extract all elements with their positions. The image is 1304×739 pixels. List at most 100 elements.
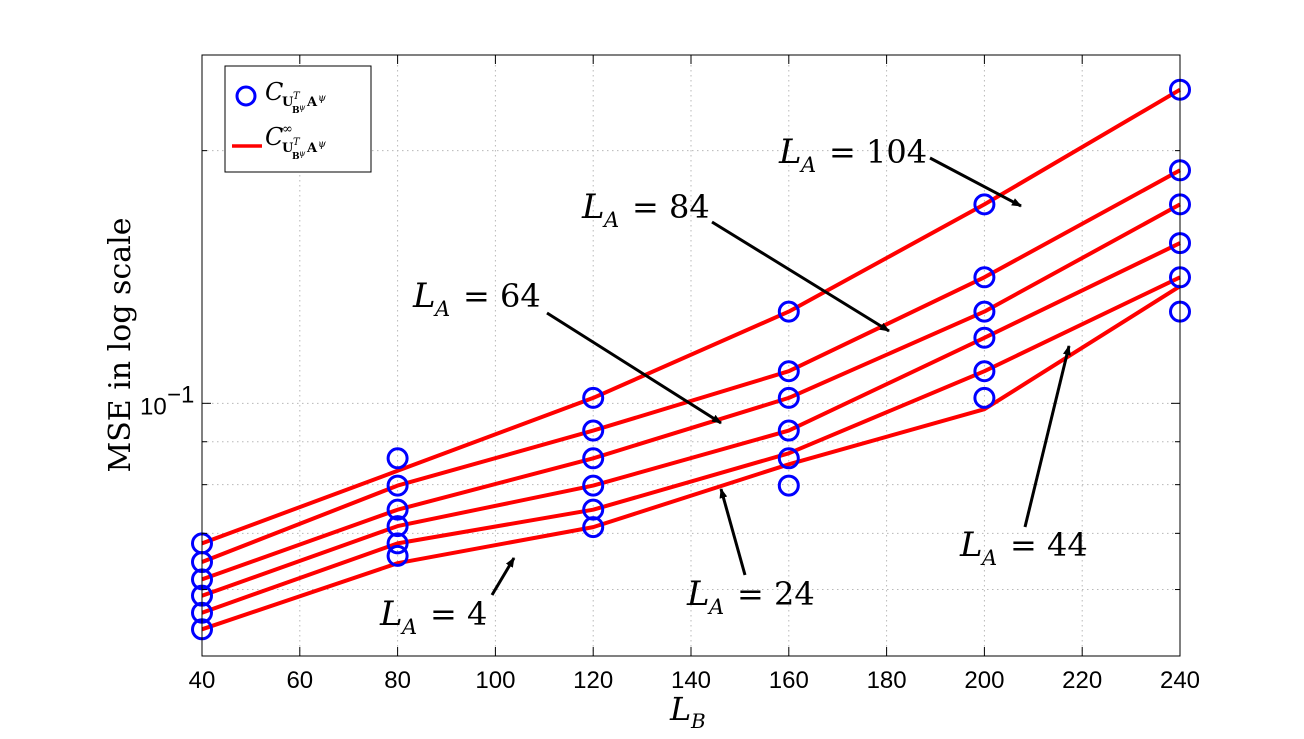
annotation-label-L: L	[412, 276, 436, 316]
axis-ticks: 40 60 80 100 120 140 160 180 200 220 240 10 −1	[140, 55, 1200, 694]
legend-label-model-infinity: ∞	[282, 122, 293, 137]
series-circle-marker	[386, 498, 409, 521]
series-circle-marker	[777, 447, 800, 470]
legend-label-simulation-subscript: U	[282, 95, 294, 110]
legend-label-model-A: A	[306, 141, 318, 156]
series-circle-marker	[386, 515, 409, 538]
annotations: L A = 4 L A = 24L A = 44L A = 64L A = 84L A = 104	[379, 132, 1088, 639]
annotation-label: L A = 104	[778, 132, 927, 177]
legend-label-model-psi1: ψ	[299, 149, 306, 158]
x-tick-label: 180	[867, 667, 907, 694]
series-curve	[201, 87, 1182, 546]
x-tick-label: 100	[475, 667, 515, 694]
y-tick-label-exponent: −1	[167, 381, 194, 408]
series-circle-marker	[777, 474, 800, 497]
y-axis-title: MSE in log scale	[103, 218, 138, 473]
x-axis-title-subscript: B	[690, 709, 706, 733]
series-curve	[201, 241, 1181, 598]
legend-label-model-psi2: ψ	[318, 139, 326, 150]
legend: C U T B ψ A ψ C ∞ U T B ψ A ψ	[224, 65, 372, 173]
x-axis-label: L B	[669, 690, 706, 733]
x-axis-title: L	[669, 690, 691, 728]
annotation-label-subscript: A	[400, 615, 417, 639]
series-curve	[201, 275, 1181, 615]
series-circle-marker	[582, 474, 605, 497]
annotation-label-value: = 84	[632, 188, 710, 226]
annotation-arrow	[711, 220, 890, 333]
annotation-arrow	[546, 311, 722, 425]
series-circle-marker	[582, 419, 605, 442]
legend-label-simulation: C	[265, 78, 283, 106]
annotation-label: L A = 84	[581, 187, 710, 232]
legend-label-simulation-psi2: ψ	[318, 93, 326, 104]
series-curve	[201, 284, 1182, 632]
annotation-label: L A = 24	[686, 574, 815, 619]
legend-box	[224, 65, 372, 173]
series-circle-marker	[973, 266, 996, 289]
annotation-label-subscript: A	[602, 208, 619, 232]
legend-label-model-superscript: T	[293, 137, 301, 148]
annotation-label-value: = 104	[829, 133, 927, 171]
annotation-label-subscript: A	[707, 595, 724, 619]
series-circle-marker	[973, 300, 996, 323]
legend-circle-marker	[235, 85, 257, 107]
legend-label-simulation-A: A	[306, 95, 318, 110]
series-circle-marker	[973, 326, 996, 349]
annotation-label-subscript: A	[799, 153, 816, 177]
y-axis-label: MSE in log scale	[103, 218, 138, 473]
annotation-label-subscript: A	[980, 546, 997, 570]
series-circle-marker	[973, 386, 996, 409]
series-circle-marker	[973, 193, 996, 216]
annotation-label-L: L	[379, 594, 403, 634]
x-tick-label: 160	[769, 667, 809, 694]
series-circle-marker	[777, 419, 800, 442]
series-circle-marker	[777, 386, 800, 409]
annotation-arrow	[1023, 345, 1071, 528]
x-tick-label: 220	[1062, 667, 1102, 694]
annotation-label-value: = 44	[1010, 526, 1088, 564]
annotation-label-subscript: A	[433, 297, 450, 321]
model-curves	[201, 87, 1182, 632]
x-tick-label: 140	[671, 667, 711, 694]
x-tick-label: 40	[189, 667, 216, 694]
series-circle-marker	[386, 532, 409, 555]
annotation-label: L A = 64	[412, 276, 541, 321]
x-tick-label: 80	[384, 667, 411, 694]
legend-label-simulation-subsub: B	[292, 106, 300, 116]
annotation-label: L A = 44	[959, 525, 1088, 570]
series-circle-marker	[777, 300, 800, 323]
series-circle-marker	[777, 360, 800, 383]
annotation-label-value: = 64	[463, 277, 541, 315]
series-circle-marker	[386, 447, 409, 470]
series-circle-marker	[973, 360, 996, 383]
series-circle-marker	[582, 516, 605, 539]
x-tick-label: 240	[1160, 667, 1200, 694]
legend-label-simulation-psi1: ψ	[299, 103, 306, 112]
legend-label-simulation-superscript: T	[293, 91, 301, 102]
series-curve	[201, 202, 1181, 582]
series-circle-marker	[582, 498, 605, 521]
x-tick-label: 120	[573, 667, 613, 694]
annotation-label-L: L	[581, 187, 605, 227]
x-tick-label: 60	[286, 667, 313, 694]
series-circle-marker	[386, 474, 409, 497]
series-curve	[201, 168, 1181, 564]
annotation-label-L: L	[778, 132, 802, 172]
legend-label-model-subsub: B	[292, 152, 300, 162]
annotation-label-value: = 24	[737, 575, 815, 613]
annotation-label-value: = 4	[430, 595, 487, 633]
series-circle-marker	[386, 544, 409, 567]
series-circle-marker	[582, 386, 605, 409]
legend-label-model: C	[265, 123, 283, 151]
annotation-arrow	[490, 557, 516, 596]
annotation-label-L: L	[686, 574, 710, 614]
annotation-arrow	[929, 156, 1022, 208]
y-tick-label: 10	[140, 393, 167, 420]
annotation-label-L: L	[959, 525, 983, 565]
series-circle-marker	[582, 447, 605, 470]
annotation-arrow	[719, 488, 747, 576]
annotation-label: L A = 4	[379, 594, 487, 639]
x-tick-label: 200	[964, 667, 1004, 694]
